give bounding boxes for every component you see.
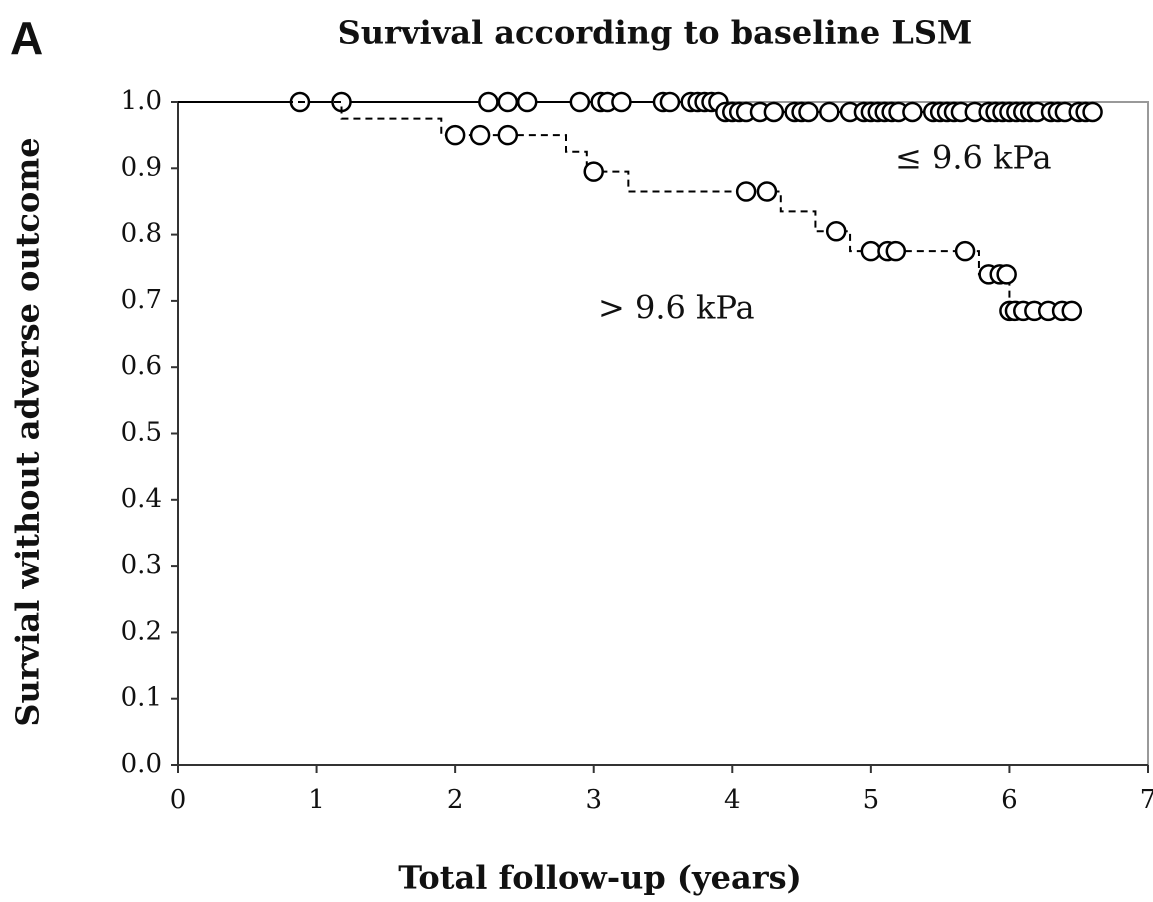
- x-tick-label: 2: [447, 785, 464, 815]
- x-tick-label: 0: [170, 785, 187, 815]
- censor-mark: [569, 91, 591, 113]
- censor-mark: [954, 240, 976, 262]
- censor-mark: [763, 101, 785, 123]
- y-tick-label: 0.9: [121, 152, 162, 182]
- censor-mark: [885, 240, 907, 262]
- y-tick-label: 0.7: [121, 285, 162, 315]
- censor-mark: [659, 91, 681, 113]
- censor-mark: [611, 91, 632, 113]
- series-label: > 9.6 kPa: [598, 289, 755, 327]
- y-tick-label: 0.8: [121, 219, 162, 249]
- censor-mark: [798, 101, 819, 123]
- censor-mark: [825, 221, 847, 242]
- censor-mark: [860, 240, 882, 262]
- censor-mark: [516, 91, 538, 113]
- y-axis-label: Survial without adverse outcome: [9, 137, 47, 726]
- censor-mark: [478, 91, 499, 113]
- censor-mark: [996, 264, 1017, 285]
- censor-mark: [819, 101, 840, 123]
- censor-mark: [469, 124, 491, 146]
- censor-mark: [444, 124, 466, 146]
- y-tick-label: 0.4: [121, 484, 162, 514]
- y-tick-label: 0.5: [121, 418, 162, 448]
- y-tick-label: 0.0: [121, 749, 162, 779]
- censor-mark: [1082, 101, 1103, 123]
- x-tick-label: 4: [724, 785, 741, 815]
- y-tick-label: 0.2: [121, 616, 162, 646]
- x-tick-label: 7: [1140, 785, 1153, 815]
- panel-label: A: [10, 12, 43, 64]
- survival-curve: [178, 101, 1072, 312]
- plot-frame: [177, 101, 1149, 766]
- x-tick-label: 1: [308, 785, 325, 815]
- censor-mark: [735, 181, 757, 202]
- censor-mark: [902, 101, 923, 123]
- y-tick-label: 0.3: [121, 550, 162, 580]
- x-axis-label: Total follow-up (years): [398, 859, 802, 897]
- y-tick-label: 0.1: [121, 683, 162, 713]
- censor-mark: [756, 181, 778, 202]
- series-label: ≤ 9.6 kPa: [895, 139, 1052, 177]
- censor-mark: [497, 124, 519, 146]
- censor-mark: [1061, 300, 1083, 322]
- chart-title: Survival according to baseline LSM: [338, 14, 973, 52]
- x-tick-label: 5: [863, 785, 880, 815]
- censor-mark: [497, 91, 519, 113]
- y-tick-label: 1.0: [121, 86, 162, 116]
- y-tick-label: 0.6: [121, 351, 162, 381]
- x-tick-label: 6: [1001, 785, 1018, 815]
- censor-mark: [583, 161, 604, 182]
- x-tick-label: 3: [585, 785, 602, 815]
